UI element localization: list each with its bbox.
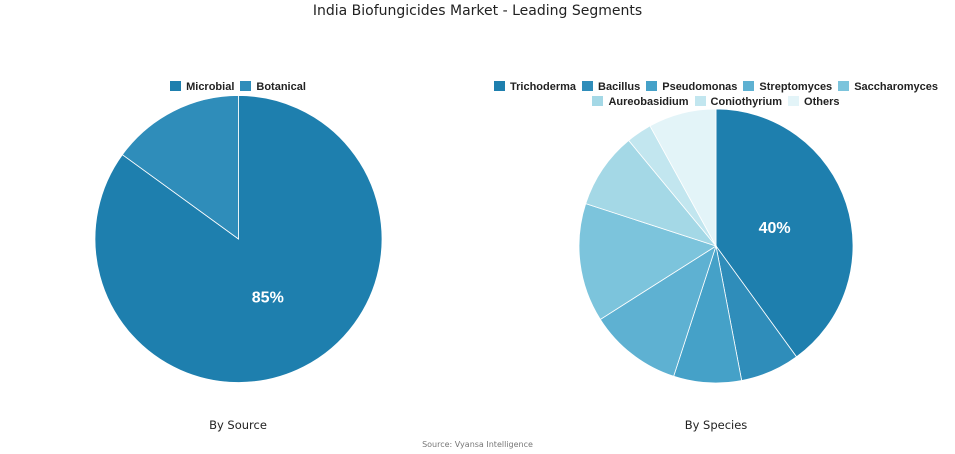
legend-label: Others bbox=[804, 96, 840, 108]
legend-item-others: Others bbox=[788, 95, 840, 110]
legend-label: Botanical bbox=[256, 81, 306, 93]
legend-label: Streptomyces bbox=[759, 81, 833, 93]
legend-item-microbial: Microbial bbox=[170, 80, 234, 95]
slice-trichoderma bbox=[715, 108, 854, 358]
pie-source: 85% bbox=[94, 95, 383, 383]
legend-label: Coniothyrium bbox=[710, 96, 783, 108]
legend-label: Aureobasidium bbox=[608, 96, 689, 108]
slice-microbial bbox=[94, 95, 383, 383]
legend-swatch bbox=[170, 81, 182, 91]
legend-species: Trichoderma Bacillus Pseudomonas Streptomyc… bbox=[466, 80, 955, 110]
slice-saccharomyces bbox=[578, 203, 717, 320]
legend-swatch bbox=[582, 81, 594, 91]
legend-item-streptomyces: Streptomyces bbox=[743, 80, 832, 95]
legend-label: Microbial bbox=[186, 81, 235, 93]
slice-others bbox=[649, 108, 717, 247]
legend-item-bacillus: Bacillus bbox=[582, 80, 640, 95]
legend-label: Saccharomyces bbox=[854, 81, 938, 93]
legend-label: Trichoderma bbox=[510, 81, 577, 93]
legend-item-botanical: Botanical bbox=[240, 80, 306, 95]
legend-source: Microbial Botanical bbox=[88, 80, 388, 95]
pie-species: 40% bbox=[578, 108, 854, 384]
slice-streptomyces bbox=[599, 245, 717, 377]
legend-item-saccharomyces: Saccharomyces bbox=[838, 80, 938, 95]
legend-swatch bbox=[838, 81, 850, 91]
legend-swatch bbox=[743, 81, 755, 91]
legend-swatch bbox=[494, 81, 506, 91]
legend-swatch bbox=[592, 96, 604, 106]
legend-swatch bbox=[646, 81, 658, 91]
source-note: Source: Vyansa Intelligence bbox=[422, 440, 533, 449]
legend-swatch bbox=[788, 96, 800, 106]
data-label-microbial: 85% bbox=[252, 290, 284, 307]
data-label-trichoderma: 40% bbox=[759, 220, 791, 237]
legend-item-trichoderma: Trichoderma bbox=[494, 80, 576, 95]
legend-item-pseudomonas: Pseudomonas bbox=[646, 80, 737, 95]
legend-swatch bbox=[240, 81, 252, 91]
legend-label: Pseudomonas bbox=[662, 81, 738, 93]
slice-botanical bbox=[121, 95, 239, 240]
legend-item-coniothyrium: Coniothyrium bbox=[694, 95, 783, 110]
legend-label: Bacillus bbox=[598, 81, 641, 93]
legend-swatch bbox=[694, 96, 706, 106]
caption-by-source: By Source bbox=[209, 418, 267, 432]
caption-by-species: By Species bbox=[684, 418, 748, 432]
legend-item-aureobasidium: Aureobasidium bbox=[592, 95, 689, 110]
chart-title: India Biofungicides Market - Leading Seg… bbox=[312, 3, 643, 19]
